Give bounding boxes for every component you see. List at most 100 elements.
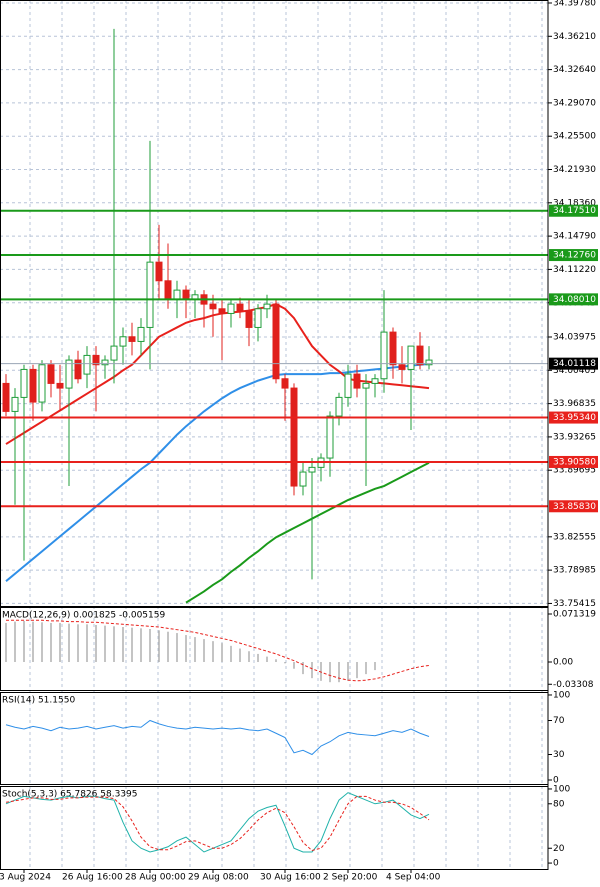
- level-label: 34.12760: [553, 251, 596, 261]
- indicator-line: [5, 792, 430, 853]
- y-tick-label: 33.82555: [553, 532, 596, 542]
- indicator-title: MACD(12,26,9) 0.001825 -0.005159: [2, 611, 165, 621]
- candle-body: [2, 382, 10, 412]
- indicator-title: RSI(14) 51.1550: [2, 696, 75, 706]
- current-price-label: 34.01118: [553, 359, 596, 369]
- x-tick-label: 4 Sep 04:00: [386, 873, 441, 883]
- candle-body: [335, 396, 343, 417]
- candle-body: [119, 336, 127, 347]
- candle-body: [182, 289, 190, 300]
- candle-body: [164, 280, 172, 300]
- y-tick-label: 33.78985: [553, 566, 596, 576]
- candle-body: [263, 303, 271, 310]
- y-tick-label: -0.03308: [553, 680, 594, 690]
- y-tick-label: 34.32640: [553, 65, 596, 75]
- candle-body: [173, 289, 181, 300]
- level-label: 34.17510: [553, 206, 596, 216]
- y-tick-label: 20: [553, 844, 565, 854]
- moving-average: [5, 362, 430, 582]
- candle-body: [353, 373, 361, 389]
- candle-body: [128, 336, 136, 342]
- signal-line: [6, 619, 430, 682]
- y-tick-label: 33.75415: [553, 599, 596, 609]
- indicator-line: [5, 719, 430, 756]
- candle-body: [326, 415, 334, 459]
- candle-body: [20, 368, 28, 398]
- candle-body: [290, 387, 298, 487]
- candle-body: [380, 331, 388, 380]
- y-tick-label: 100: [553, 690, 570, 700]
- candle-body: [236, 303, 244, 312]
- current-price-box: [549, 357, 598, 370]
- candle-body: [110, 345, 118, 361]
- indicator-title: Stoch(5,3,3) 65.7826 58.3395: [2, 790, 137, 800]
- level-label-box: [549, 411, 598, 424]
- candle-body: [155, 261, 163, 282]
- candle-body: [137, 326, 145, 342]
- y-tick-label: 34.03975: [553, 333, 596, 343]
- candle-body: [281, 378, 289, 389]
- candle-body: [416, 345, 424, 366]
- level-label-box: [549, 455, 598, 468]
- level-label-box: [549, 500, 598, 513]
- level-label: 33.90580: [553, 457, 596, 467]
- vertical-grid: [29, 0, 543, 869]
- candle-body: [272, 303, 280, 380]
- x-tick-label: 29 Aug 08:00: [188, 873, 249, 883]
- candle-body: [29, 368, 37, 403]
- x-tick-label: 30 Aug 16:00: [260, 873, 321, 883]
- x-tick-label: 26 Aug 16:00: [62, 873, 123, 883]
- candle-body: [308, 466, 316, 473]
- candle-body: [74, 359, 82, 380]
- y-tick-label: 0.071319: [553, 609, 596, 619]
- candle-body: [299, 471, 307, 487]
- candle-body: [47, 364, 55, 384]
- y-tick-label: 34.29070: [553, 98, 596, 108]
- level-label-box: [549, 249, 598, 262]
- level-label: 33.95340: [553, 413, 596, 423]
- candle-body: [398, 364, 406, 370]
- x-tick-label: 2 Sep 20:00: [323, 873, 378, 883]
- panel-frame: [0, 692, 549, 785]
- y-tick-label: 34.36210: [553, 32, 596, 42]
- y-tick-label: 0.00: [553, 657, 573, 667]
- y-tick-label: 70: [553, 716, 565, 726]
- x-tick-label: 28 Aug 00:00: [125, 873, 186, 883]
- candle-body: [83, 354, 91, 375]
- candle-body: [362, 382, 370, 389]
- candle-body: [344, 373, 352, 398]
- candle-body: [56, 382, 64, 389]
- panel-frame: [0, 0, 549, 607]
- y-tick-label: 0: [553, 776, 559, 786]
- y-tick-label: 34.11220: [553, 265, 596, 275]
- level-label: 34.08010: [553, 295, 596, 305]
- candle-body: [425, 359, 433, 366]
- candle-body: [209, 303, 217, 310]
- candle-body: [245, 310, 253, 328]
- candle-body: [92, 354, 100, 366]
- candle-body: [38, 364, 46, 403]
- candle-body: [389, 331, 397, 366]
- y-tick-label: 33.93265: [553, 432, 596, 442]
- candle-body: [146, 261, 154, 328]
- y-tick-label: 34.18360: [553, 198, 596, 208]
- level-label-box: [549, 204, 598, 217]
- y-tick-label: 30: [553, 750, 565, 760]
- y-tick-label: 33.96835: [553, 399, 596, 409]
- candle-body: [101, 359, 109, 366]
- level-label: 33.85830: [553, 502, 596, 512]
- y-tick-label: 34.00405: [553, 366, 596, 376]
- level-label-box: [549, 293, 598, 306]
- x-tick-label: 3 Aug 2024: [0, 873, 51, 883]
- y-tick-label: 0: [553, 859, 559, 869]
- y-tick-label: 100: [553, 784, 570, 794]
- candle-body: [371, 378, 379, 384]
- moving-average: [185, 461, 430, 604]
- candle-body: [218, 308, 226, 314]
- y-tick-label: 34.14790: [553, 232, 596, 242]
- y-tick-label: 34.39780: [553, 0, 596, 8]
- y-tick-label: 34.25500: [553, 132, 596, 142]
- y-tick-label: 80: [553, 799, 565, 809]
